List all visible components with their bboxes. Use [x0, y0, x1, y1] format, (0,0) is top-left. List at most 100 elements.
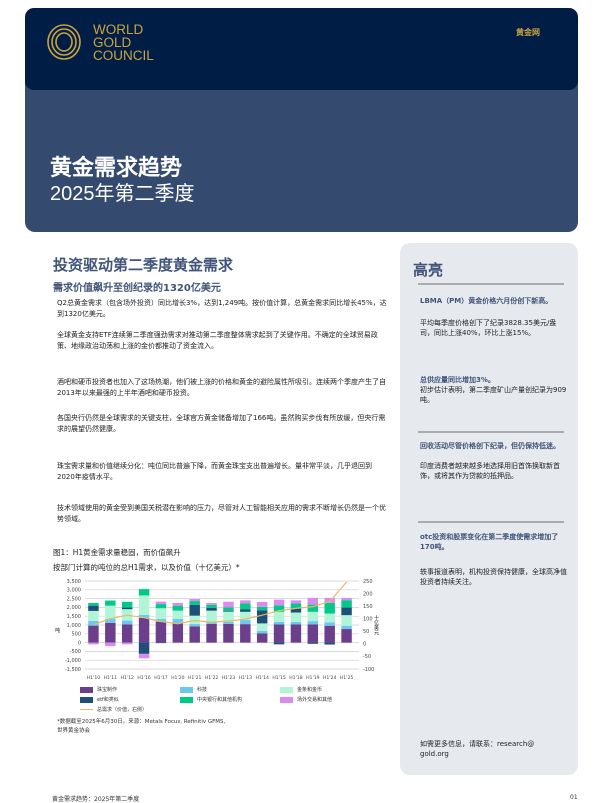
bar-segment: [290, 624, 302, 643]
y2-axis-label: 十亿美元: [373, 615, 379, 635]
bar-segment: [307, 604, 319, 612]
bar-segment: [256, 606, 268, 611]
x-tick-label: H1'15: [272, 675, 286, 680]
bar-segment: [341, 597, 352, 601]
bar-segment: [121, 601, 133, 608]
legend-swatch: [80, 686, 93, 693]
logo-line: WORLD: [93, 22, 144, 37]
bar-segment: [307, 621, 319, 625]
x-tick-label: H1'16: [137, 675, 151, 680]
y2-tick-label: -50: [363, 654, 371, 660]
bar-segment: [307, 597, 319, 605]
bar-segment: [172, 622, 184, 643]
y-axis-label: 吨: [55, 628, 61, 634]
logo-wordmark[interactable]: WORLD GOLD COUNCIL: [93, 22, 154, 63]
bar-segment: [155, 619, 167, 622]
y-tick-label: 1,000: [67, 623, 81, 629]
bar-segment: [88, 620, 99, 626]
y-tick-label: 1,500: [67, 614, 81, 620]
divider: [418, 431, 564, 433]
bar-segment: [240, 609, 251, 612]
bar-segment: [206, 603, 217, 605]
bar-segment: [189, 604, 200, 616]
legend-swatch: [180, 696, 193, 703]
y-tick-label: 2,500: [67, 596, 81, 602]
bar-segment: [273, 599, 285, 606]
y-tick-label: 3,500: [67, 579, 81, 585]
chart-legend: 珠宝制作 科技 金条和金币 etf和类似 中央银行和其他机构 场外交易和其他 总需求（价值，…: [80, 686, 380, 713]
y2-tick-label: 150: [363, 604, 373, 610]
bar-segment: [307, 611, 319, 622]
bar-segment: [88, 610, 99, 621]
bar-segment: [105, 619, 116, 623]
section-heading: 投资驱动第二季度黄金需求: [53, 256, 234, 274]
x-tick-label: H1'21: [188, 675, 202, 680]
bar-segment: [290, 608, 302, 613]
figure-subtitle: 按部门计算的吨位的总H1需求，以及价值（十亿美元）*: [53, 563, 240, 572]
bar-segment: [307, 624, 319, 643]
bar-segment: [121, 607, 133, 610]
bar-segment: [189, 623, 200, 627]
bar-segment: [341, 615, 352, 626]
legend-item: 场外交易和其他: [280, 696, 380, 703]
bar-segment: [121, 620, 133, 625]
bar-segment: [172, 610, 184, 620]
bar-segment: [223, 601, 234, 608]
paragraph: 全球黄金支持ETF连续第二季度强劲需求对推动第二季度整体需求起到了关键作用。不确…: [57, 331, 378, 350]
bar-segment: [155, 642, 167, 644]
bar-segment: [290, 621, 302, 625]
site-link[interactable]: 黄金网: [516, 28, 540, 37]
legend-item: 总需求（价值，右侧）: [80, 706, 180, 713]
total-value-line: [93, 581, 348, 626]
report-title: 黄金需求趋势: [50, 156, 183, 181]
bar-segment: [155, 601, 167, 605]
x-tick-label: H1'23: [222, 675, 236, 680]
bar-segment: [324, 602, 335, 614]
y-tick-label: 2,000: [67, 605, 81, 611]
section-subheading: 需求价值飙升至创纪录的1320亿美元: [53, 283, 221, 294]
highlight-heading: LBMA（PM）黄金价格六月份创下新高。: [420, 297, 553, 305]
bar-segment: [189, 626, 200, 643]
highlight-heading: 回收活动尽管价格创下纪录，但仍保持低迷。: [420, 442, 560, 450]
bar-segment: [273, 621, 285, 625]
x-tick-label: H1'17: [154, 675, 168, 680]
bar-segment: [256, 601, 268, 607]
bar-segment: [121, 624, 133, 643]
bar-segment: [324, 642, 335, 645]
bar-segment: [172, 603, 184, 606]
y-tick-label: -500: [70, 649, 81, 655]
legend-label: 中央银行和其他机构: [197, 697, 243, 703]
bar-segment: [256, 633, 268, 643]
bar-segment: [88, 605, 99, 611]
bar-segment: [240, 600, 251, 604]
y2-tick-label: 0: [363, 642, 366, 648]
paragraph: 各国央行仍然是全球需求的关键支柱，全球官方黄金储备增加了166吨。虽然购买步伐有…: [57, 414, 386, 433]
bar-segment: [290, 603, 302, 609]
bar-segment: [105, 600, 116, 606]
bar-segment: [172, 605, 184, 611]
y-tick-label: -1,000: [65, 658, 81, 664]
footer-title: 黄金需求趋势：2025年第二季度: [52, 796, 140, 803]
legend-label: 总需求（价值，右侧）: [97, 707, 148, 713]
bar-segment: [155, 604, 167, 609]
bar-segment: [223, 610, 234, 612]
logo-rings-icon: [47, 24, 81, 60]
legend-swatch: [280, 696, 293, 703]
bar-segment: [105, 605, 116, 620]
y2-tick-label: 100: [363, 617, 373, 623]
legend-label: 珠宝制作: [97, 687, 118, 693]
y2-tick-label: 200: [363, 591, 373, 597]
x-tick-label: H1'18: [289, 675, 303, 680]
bar-segment: [324, 625, 335, 643]
footnote: *数据截至2025年6月30日。来源：Metals Focus, Refinit…: [57, 719, 226, 734]
bar-segment: [206, 604, 217, 609]
legend-item: etf和类似: [80, 696, 180, 703]
legend-item: 科技: [180, 686, 280, 693]
contact-info[interactable]: 如需更多信息，请联系：research@gold.org: [420, 740, 535, 758]
bar-segment: [290, 600, 302, 604]
bar-segment: [240, 620, 251, 625]
legend-item: 珠宝制作: [80, 686, 180, 693]
legend-swatch: [280, 686, 293, 693]
bar-segment: [273, 642, 285, 645]
bar-segment: [324, 622, 335, 626]
